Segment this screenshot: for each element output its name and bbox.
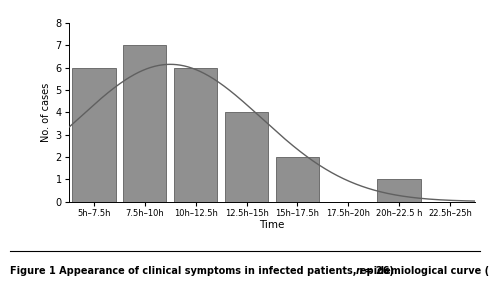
Bar [174,68,217,202]
X-axis label: Time: Time [259,220,285,230]
Bar [123,46,167,202]
Bar [276,157,319,202]
Bar [377,179,420,202]
Text: = 26): = 26) [361,266,394,276]
Text: Figure 1 Appearance of clinical symptoms in infected patients, epidemiological c: Figure 1 Appearance of clinical symptoms… [10,266,489,276]
Y-axis label: No. of cases: No. of cases [41,83,51,142]
Bar [73,68,116,202]
Text: n: n [356,266,363,276]
Bar [225,112,268,202]
